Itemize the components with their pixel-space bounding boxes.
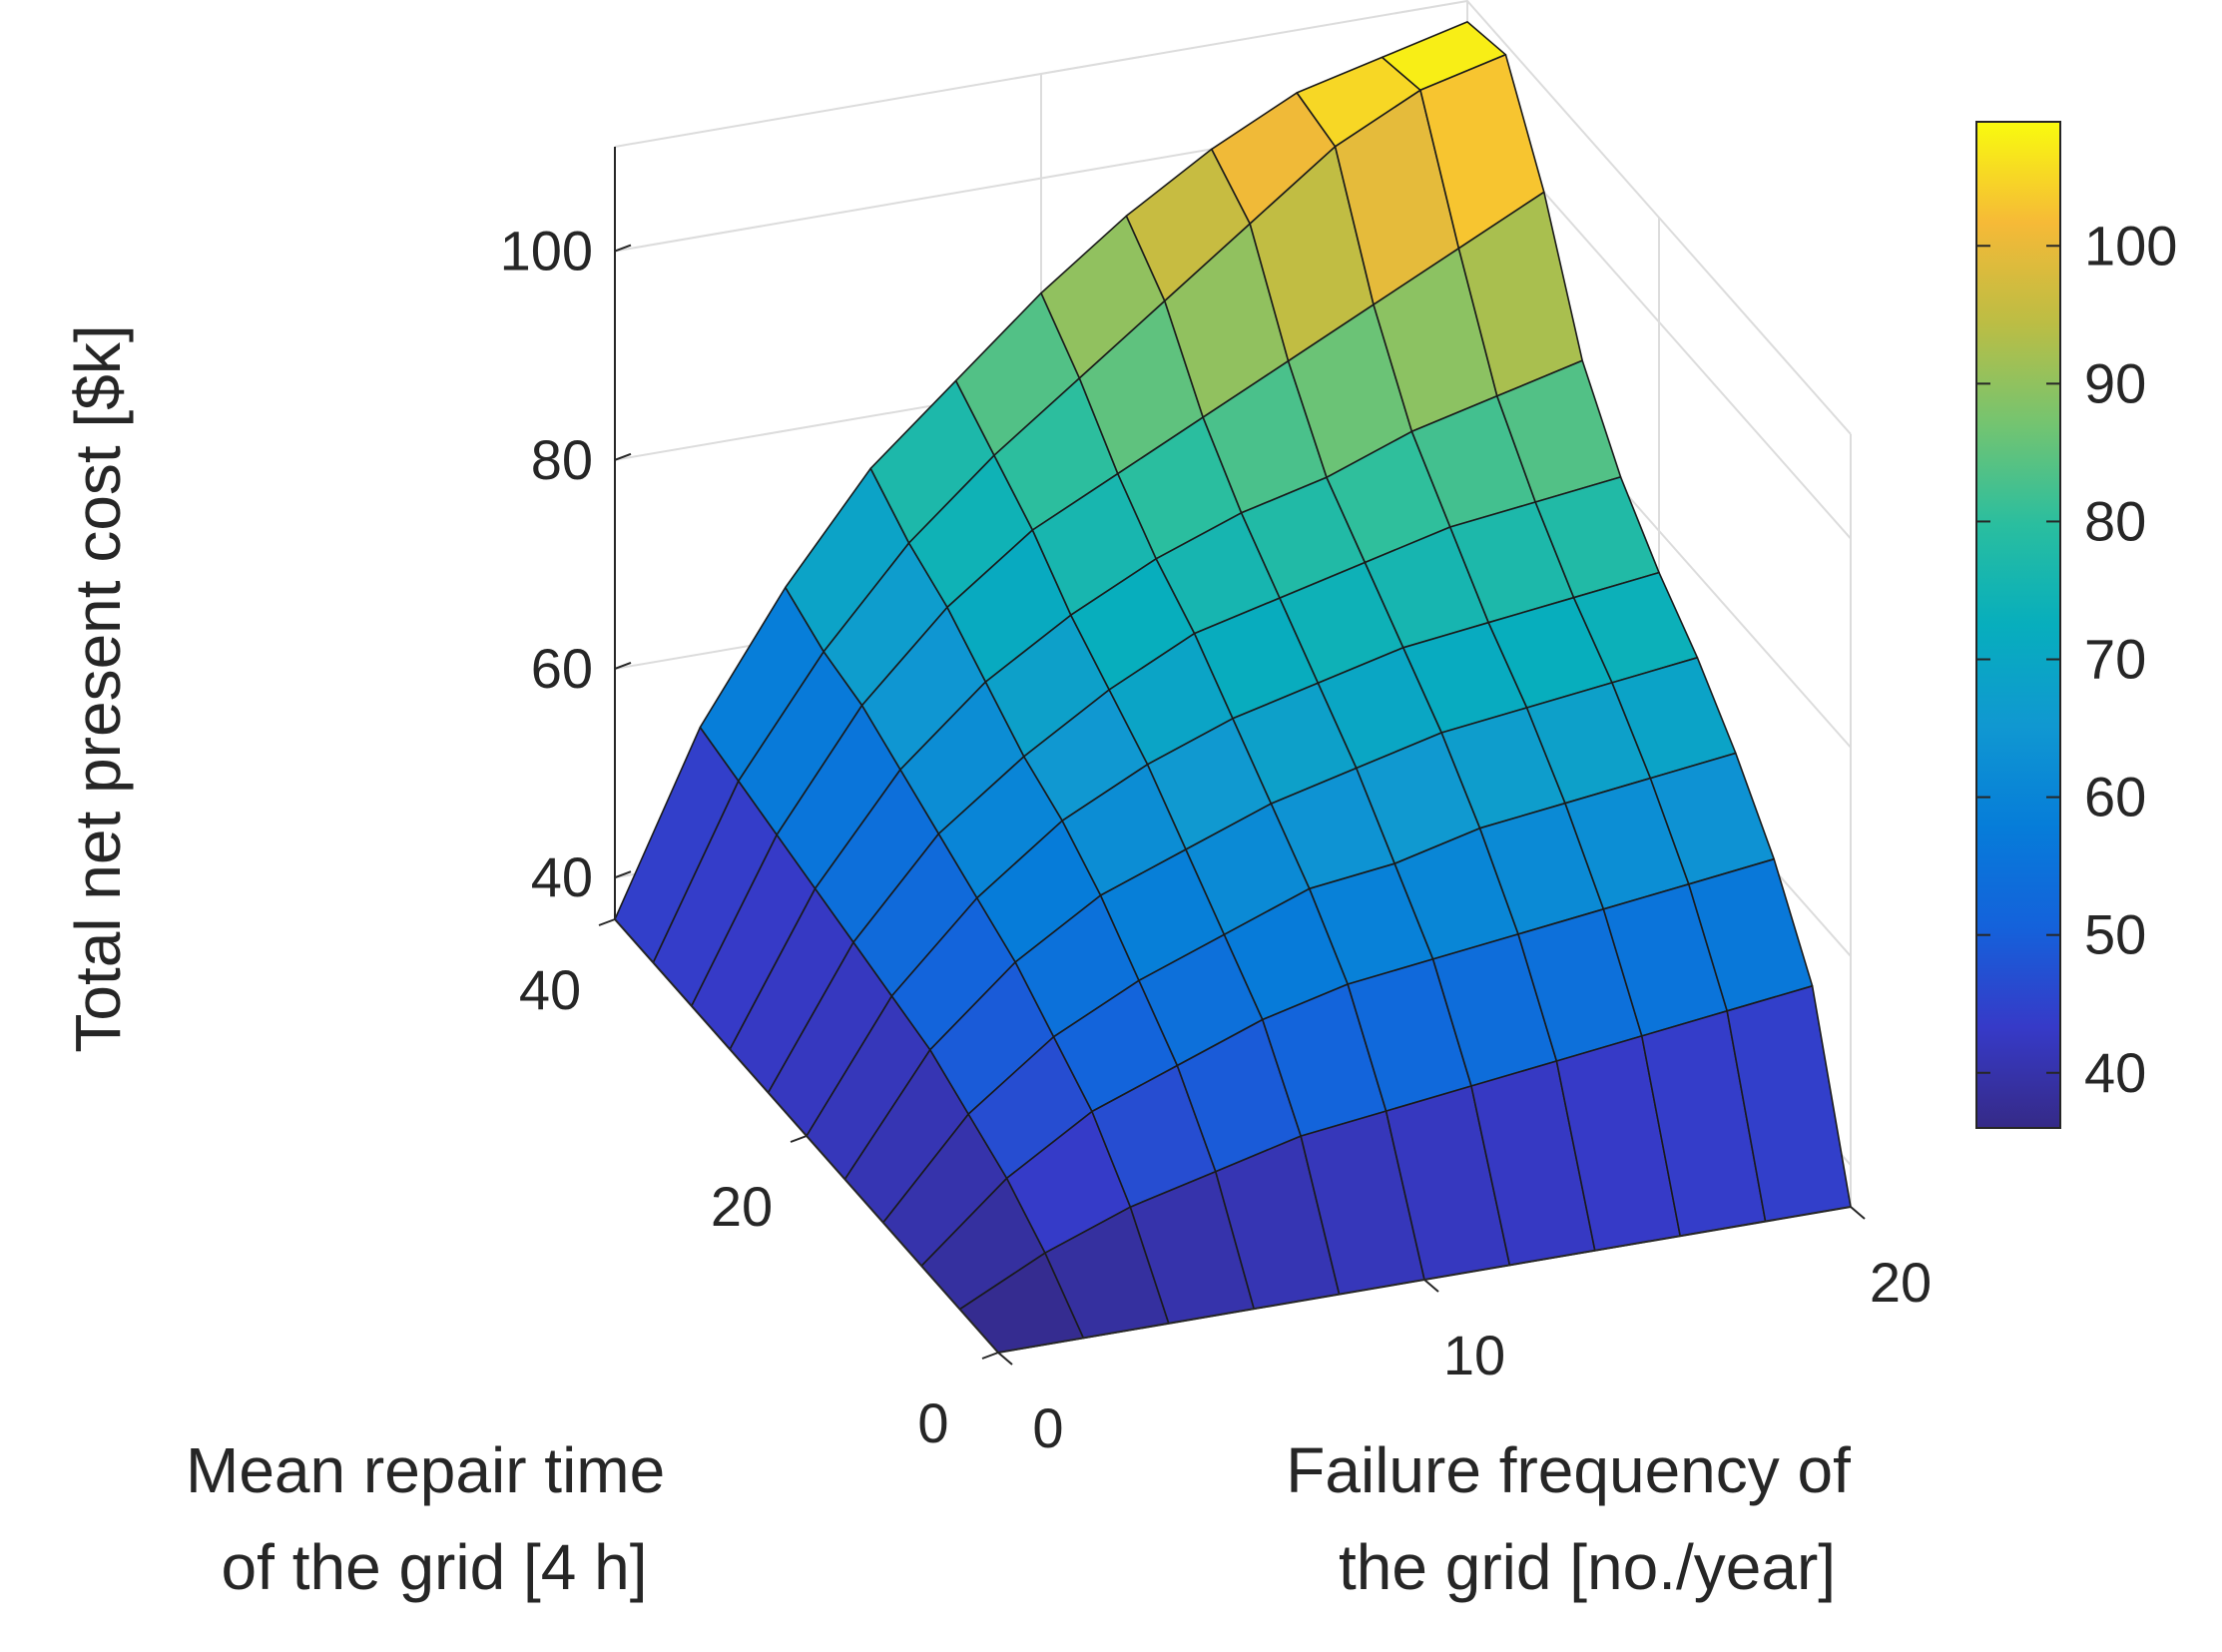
colorbar-gradient <box>1975 121 2061 1129</box>
y-tick-label: 20 <box>711 1175 773 1238</box>
y-tick <box>790 1135 808 1143</box>
z-tick <box>614 870 632 879</box>
y-tick <box>981 1352 999 1360</box>
colorbar-ticks: 40 50 60 70 80 90 100 <box>1976 214 2177 1104</box>
y-tick-label: 0 <box>917 1391 948 1454</box>
z-tick-label: 100 <box>500 220 593 282</box>
z-tick <box>614 452 632 461</box>
z-tick-label: 80 <box>531 428 593 491</box>
colorbar-tick-label: 100 <box>2084 214 2177 276</box>
axis-ticks: 0 10 20 0 20 40 40 60 80 100 <box>500 220 1933 1459</box>
x-axis-label-line-1: Failure frequency of <box>1286 1434 1851 1506</box>
y-axis-label-line-1: Mean repair time <box>186 1434 665 1506</box>
x-tick-label: 0 <box>1032 1396 1063 1459</box>
x-tick-label: 10 <box>1443 1324 1505 1386</box>
y-tick-label: 40 <box>519 958 581 1021</box>
colorbar-tick-label: 60 <box>2084 766 2146 828</box>
z-axis-label: Total net present cost [$k] <box>62 324 134 1052</box>
z-tick <box>614 244 632 253</box>
colorbar-tick-label: 50 <box>2084 903 2146 966</box>
colorbar: 40 50 60 70 80 90 100 <box>1975 121 2177 1129</box>
z-tick-label: 60 <box>531 637 593 700</box>
colorbar-tick-label: 70 <box>2084 628 2146 691</box>
z-tick-label: 40 <box>531 845 593 908</box>
z-tick <box>614 662 632 670</box>
colorbar-tick-label: 40 <box>2084 1041 2146 1104</box>
x-axis-label-line-2: the grid [no./year] <box>1339 1531 1836 1603</box>
y-axis-label: Mean repair time of the grid [4 h] <box>186 1434 683 1603</box>
x-axis-label: Failure frequency of the grid [no./year] <box>1286 1434 1868 1603</box>
colorbar-tick-label: 80 <box>2084 489 2146 552</box>
surface-plot <box>614 21 1852 1354</box>
x-tick <box>997 1352 1013 1366</box>
x-tick <box>1850 1206 1866 1220</box>
x-tick <box>1423 1279 1439 1293</box>
colorbar-tick-label: 90 <box>2084 351 2146 414</box>
y-axis-label-line-2: of the grid [4 h] <box>222 1531 648 1603</box>
y-tick <box>598 918 616 926</box>
x-tick-label: 20 <box>1870 1251 1932 1314</box>
